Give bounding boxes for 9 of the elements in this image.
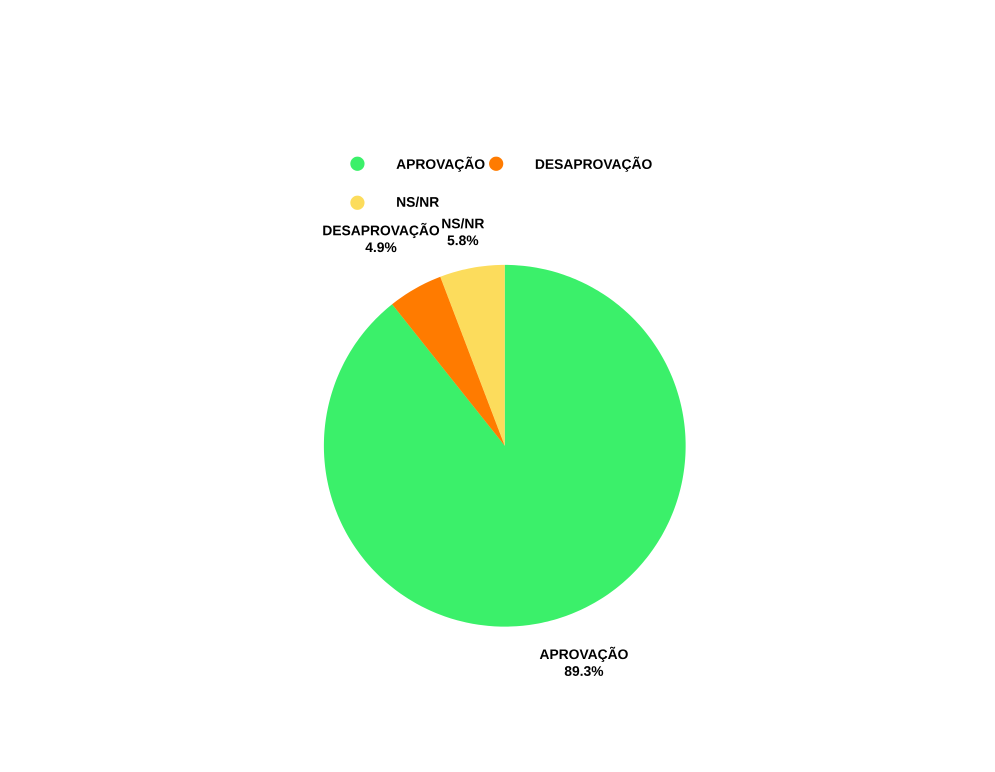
data-label: 4.9% <box>365 242 396 252</box>
slice-label: APROVAÇÃO <box>540 646 628 662</box>
data-label: 89.3% <box>564 666 604 676</box>
legend-label: APROVAÇÃO <box>396 156 484 172</box>
legend-label: DESAPROVAÇÃO <box>536 156 652 172</box>
legend-label: NS/NR <box>397 196 439 208</box>
data-label: 5.8% <box>448 235 478 246</box>
slice-label: NS/NR <box>442 218 484 229</box>
slice-label: DESAPROVAÇÃO <box>323 222 440 238</box>
